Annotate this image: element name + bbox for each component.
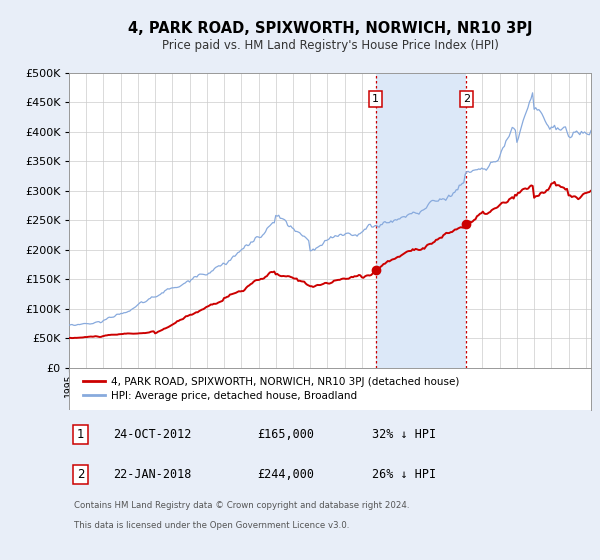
Text: 2: 2 <box>463 94 470 104</box>
Text: 1: 1 <box>373 94 379 104</box>
Text: £165,000: £165,000 <box>257 428 314 441</box>
Text: This data is licensed under the Open Government Licence v3.0.: This data is licensed under the Open Gov… <box>74 521 350 530</box>
Text: Contains HM Land Registry data © Crown copyright and database right 2024.: Contains HM Land Registry data © Crown c… <box>74 501 410 510</box>
Text: 26% ↓ HPI: 26% ↓ HPI <box>372 468 436 481</box>
Text: 2: 2 <box>77 468 84 481</box>
Text: 22-JAN-2018: 22-JAN-2018 <box>113 468 192 481</box>
Legend: 4, PARK ROAD, SPIXWORTH, NORWICH, NR10 3PJ (detached house), HPI: Average price,: 4, PARK ROAD, SPIXWORTH, NORWICH, NR10 3… <box>79 374 462 404</box>
Text: 32% ↓ HPI: 32% ↓ HPI <box>372 428 436 441</box>
Text: Price paid vs. HM Land Registry's House Price Index (HPI): Price paid vs. HM Land Registry's House … <box>161 39 499 52</box>
Text: 4, PARK ROAD, SPIXWORTH, NORWICH, NR10 3PJ: 4, PARK ROAD, SPIXWORTH, NORWICH, NR10 3… <box>128 21 532 36</box>
Text: 24-OCT-2012: 24-OCT-2012 <box>113 428 192 441</box>
Bar <box>376 73 466 367</box>
Text: £244,000: £244,000 <box>257 468 314 481</box>
Text: 1: 1 <box>77 428 84 441</box>
